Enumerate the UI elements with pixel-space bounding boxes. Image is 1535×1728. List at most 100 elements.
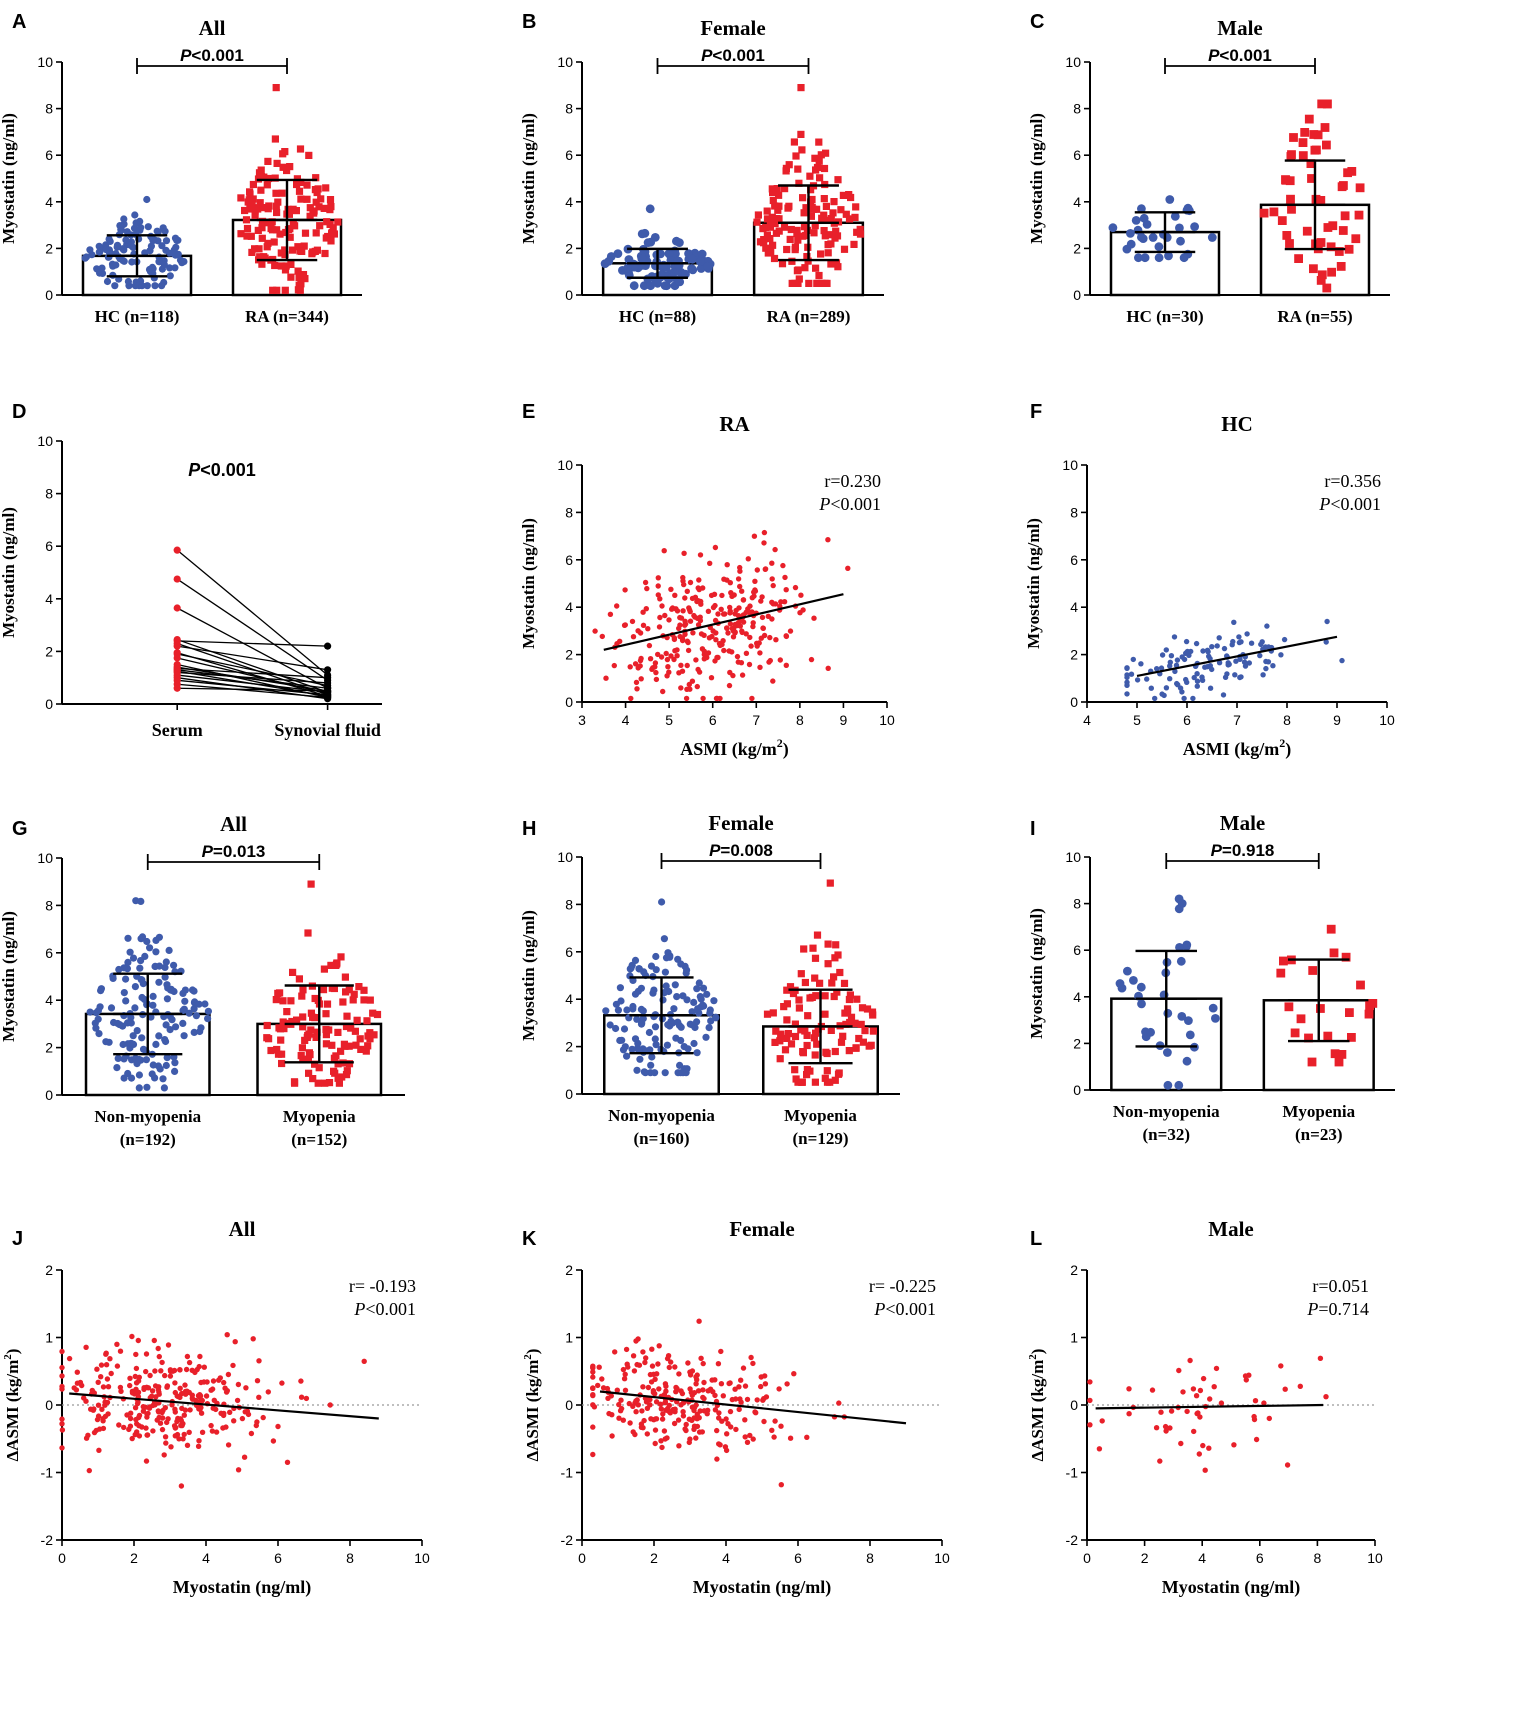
data-point-H: [806, 994, 814, 1002]
data-point-A: [141, 249, 149, 257]
data-point-A: [251, 245, 259, 253]
data-point-L: [1087, 1379, 1093, 1385]
data-point-F: [1237, 656, 1243, 662]
data-point-I: [1308, 966, 1318, 975]
data-point-F: [1236, 634, 1242, 640]
points-H-1: [763, 879, 877, 1086]
data-point-J: [59, 1373, 65, 1379]
data-point-A: [256, 199, 264, 207]
data-point-B: [840, 245, 849, 253]
pair-line-D: [177, 667, 328, 679]
data-point-K: [761, 1418, 767, 1425]
data-point-G: [129, 1032, 137, 1040]
data-point-B: [768, 185, 776, 193]
data-point-B: [782, 167, 790, 175]
data-point-G: [204, 1007, 212, 1015]
data-point-C: [1316, 276, 1326, 285]
data-point-A: [245, 196, 253, 204]
data-point-A: [326, 206, 334, 214]
data-point-G: [287, 997, 295, 1005]
data-point-A: [98, 264, 106, 272]
x-tick-label-K: 4: [722, 1550, 730, 1566]
data-point-B: [847, 193, 855, 202]
data-point-E: [640, 609, 646, 615]
data-point-C: [1355, 183, 1365, 193]
data-point-H: [842, 1020, 850, 1028]
data-point-E: [811, 615, 817, 621]
fit-line-E: [603, 593, 844, 651]
data-point-J: [133, 1365, 140, 1372]
data-point-J: [183, 1366, 190, 1373]
data-point-A: [312, 198, 320, 206]
data-point-K: [652, 1440, 658, 1447]
data-point-F: [1230, 638, 1236, 645]
data-point-J: [94, 1366, 100, 1372]
data-point-B: [798, 146, 806, 154]
data-point-J: [265, 1389, 271, 1395]
p-value-C: P<0.001: [1208, 46, 1272, 65]
data-point-J: [181, 1431, 187, 1438]
y-axis-label-H: Myostatin (ng/ml): [519, 910, 538, 1041]
data-point-A: [161, 227, 169, 235]
data-point-J: [253, 1422, 259, 1429]
data-point-G: [147, 1013, 155, 1021]
data-point-I: [1356, 980, 1365, 990]
data-point-L: [1251, 1413, 1257, 1420]
data-point-H: [863, 1005, 872, 1013]
data-point-J: [256, 1358, 262, 1364]
data-point-A: [166, 272, 174, 280]
data-point-K: [700, 1387, 706, 1393]
data-point-C: [1289, 133, 1298, 142]
data-point-G: [299, 1055, 307, 1063]
data-point-J: [195, 1443, 202, 1450]
data-point-A: [295, 187, 304, 195]
data-point-B: [813, 279, 821, 287]
data-point-H: [831, 954, 839, 962]
data-point-E: [798, 592, 804, 598]
y-tick-label-A: 4: [45, 194, 53, 210]
data-point-K: [696, 1318, 702, 1324]
data-point-A: [330, 230, 338, 238]
data-point-E: [673, 606, 679, 612]
data-point-E: [645, 626, 651, 632]
y-tick-label-D: 2: [45, 643, 53, 659]
data-point-E: [679, 668, 686, 674]
data-point-B: [821, 279, 829, 287]
data-point-G: [127, 1074, 136, 1082]
data-point-G: [179, 1019, 187, 1027]
data-point-L: [1197, 1414, 1203, 1420]
data-point-L: [1180, 1389, 1186, 1395]
data-point-B: [799, 232, 807, 240]
data-point-B: [803, 208, 811, 216]
data-point-B: [845, 215, 854, 223]
data-point-H: [677, 1036, 685, 1045]
data-point-C: [1286, 194, 1295, 204]
data-point-K: [705, 1388, 711, 1394]
data-point-J: [178, 1483, 185, 1489]
data-point-G: [138, 993, 146, 1002]
data-point-A: [334, 218, 342, 226]
data-point-G: [273, 1045, 281, 1054]
data-point-E: [721, 576, 727, 582]
data-point-J: [196, 1438, 202, 1444]
data-point-A: [160, 261, 168, 269]
serum-point-D: [173, 654, 181, 662]
data-point-H: [620, 1025, 629, 1033]
y-tick-label-I: 0: [1073, 1082, 1081, 1098]
data-point-G: [366, 1029, 374, 1037]
data-point-K: [744, 1439, 751, 1446]
data-point-H: [650, 986, 658, 994]
data-point-H: [795, 996, 803, 1004]
data-point-H: [786, 983, 795, 991]
data-point-E: [751, 533, 758, 539]
data-point-K: [658, 1438, 664, 1444]
data-point-K: [660, 1411, 666, 1417]
data-point-J: [169, 1402, 175, 1408]
x-tick-label-L: 10: [1367, 1550, 1383, 1566]
pair-line-D: [176, 607, 328, 689]
data-point-A: [243, 224, 252, 233]
data-point-E: [769, 576, 775, 582]
data-point-H: [811, 974, 819, 982]
data-point-G: [263, 1021, 271, 1030]
